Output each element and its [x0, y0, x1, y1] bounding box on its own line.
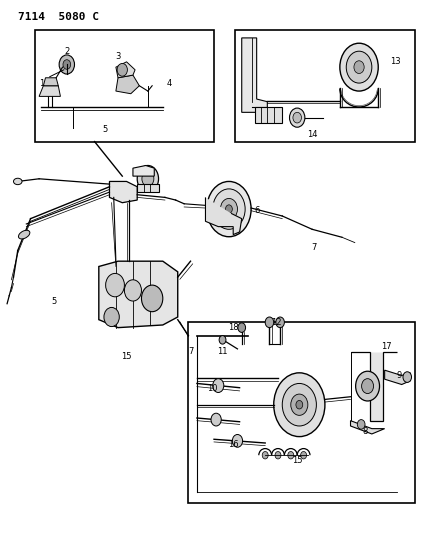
Circle shape — [219, 336, 226, 344]
Text: 13: 13 — [390, 58, 401, 66]
Ellipse shape — [14, 178, 22, 184]
Circle shape — [262, 451, 268, 459]
Circle shape — [340, 43, 378, 91]
Polygon shape — [205, 197, 242, 235]
Circle shape — [142, 171, 154, 186]
Text: 16: 16 — [228, 440, 238, 449]
Text: 11: 11 — [217, 347, 228, 356]
Text: 14: 14 — [307, 130, 318, 139]
Text: 17: 17 — [381, 342, 392, 351]
Circle shape — [117, 63, 128, 76]
Circle shape — [357, 419, 365, 429]
Circle shape — [211, 413, 221, 426]
Circle shape — [213, 189, 245, 229]
Circle shape — [362, 378, 374, 393]
Circle shape — [137, 165, 158, 192]
Circle shape — [220, 198, 238, 220]
Text: 9: 9 — [397, 371, 402, 380]
Circle shape — [213, 378, 224, 392]
Text: 1: 1 — [39, 78, 44, 87]
Text: 7: 7 — [188, 347, 193, 356]
Bar — [35, 30, 214, 142]
Circle shape — [232, 434, 243, 447]
Text: 4: 4 — [166, 78, 172, 87]
Text: 8: 8 — [363, 427, 368, 436]
Polygon shape — [110, 181, 137, 203]
Text: 7114  5080 C: 7114 5080 C — [18, 12, 99, 22]
Text: 5: 5 — [51, 296, 56, 305]
Text: 2: 2 — [64, 47, 69, 55]
Bar — [188, 322, 414, 503]
Text: 6: 6 — [254, 206, 259, 215]
Text: 7: 7 — [312, 244, 317, 253]
Bar — [235, 30, 414, 142]
Polygon shape — [137, 184, 158, 192]
Text: 10: 10 — [207, 384, 217, 393]
Circle shape — [63, 60, 71, 69]
Polygon shape — [43, 78, 58, 86]
Text: 12: 12 — [270, 318, 281, 327]
Polygon shape — [351, 352, 398, 421]
Circle shape — [207, 181, 251, 237]
Text: 15: 15 — [292, 456, 303, 465]
Circle shape — [59, 55, 74, 74]
Text: 15: 15 — [121, 352, 132, 361]
Circle shape — [104, 308, 119, 327]
Polygon shape — [351, 421, 385, 434]
Polygon shape — [385, 370, 410, 384]
Circle shape — [106, 273, 125, 297]
Circle shape — [293, 112, 301, 123]
Polygon shape — [116, 75, 140, 94]
Ellipse shape — [18, 230, 30, 239]
Circle shape — [300, 451, 306, 459]
Circle shape — [238, 323, 246, 333]
Circle shape — [142, 285, 163, 312]
Polygon shape — [39, 86, 60, 96]
Circle shape — [289, 108, 305, 127]
Circle shape — [125, 280, 142, 301]
Circle shape — [354, 61, 364, 74]
Text: 3: 3 — [115, 52, 121, 61]
Circle shape — [282, 383, 316, 426]
Polygon shape — [255, 107, 282, 123]
Circle shape — [288, 451, 294, 459]
Circle shape — [274, 373, 325, 437]
Circle shape — [291, 394, 308, 415]
Circle shape — [275, 451, 281, 459]
Text: 18: 18 — [228, 323, 238, 332]
Polygon shape — [242, 38, 268, 112]
Polygon shape — [116, 62, 135, 78]
Circle shape — [356, 371, 380, 401]
Text: 5: 5 — [103, 125, 108, 134]
Circle shape — [296, 400, 303, 409]
Circle shape — [265, 317, 274, 328]
Circle shape — [276, 317, 284, 328]
Polygon shape — [133, 165, 154, 176]
Circle shape — [226, 205, 232, 213]
Circle shape — [346, 51, 372, 83]
Circle shape — [403, 372, 411, 382]
Polygon shape — [99, 261, 178, 328]
